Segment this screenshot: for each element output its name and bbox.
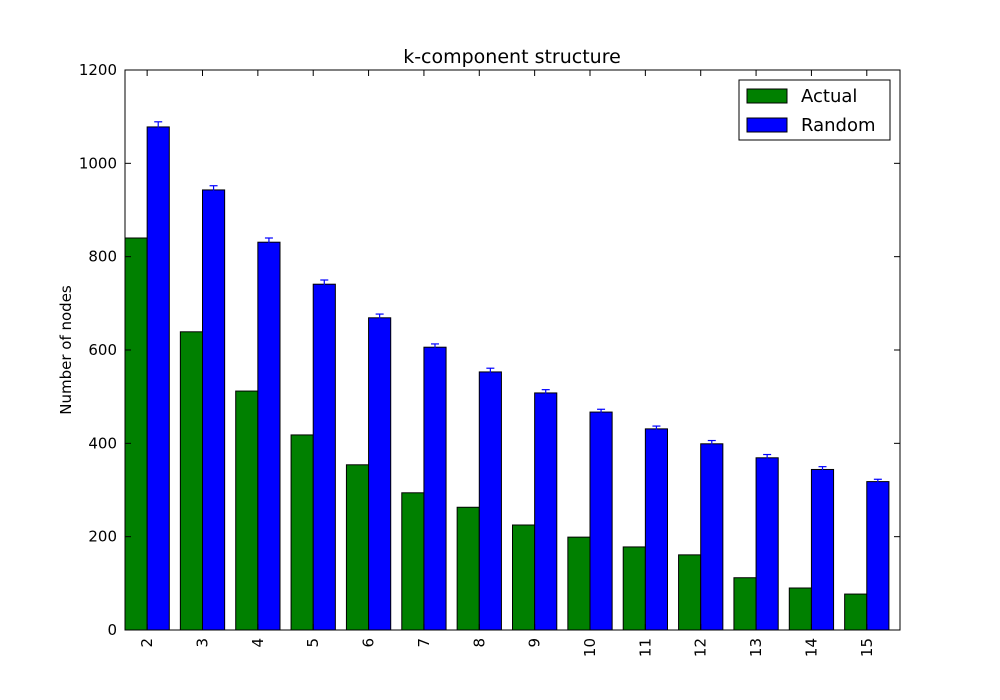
chart-title: k-component structure — [403, 46, 621, 68]
legend-swatch-random — [746, 117, 788, 133]
bar-actual-8 — [456, 506, 480, 631]
bar-actual-9 — [512, 524, 536, 631]
plot-area: 0 200 400 600 800 1000 1200 2 3 4 5 6 7 8 9 10 11 12 13 14 1… — [79, 61, 901, 657]
bar-actual-4 — [235, 390, 259, 631]
legend: Actual Random — [738, 79, 891, 141]
y-tick-label-400: 400 — [88, 434, 117, 452]
x-tick-label-9: 9 — [526, 638, 544, 648]
bar-random-11 — [644, 428, 668, 631]
bar-actual-3 — [179, 331, 204, 631]
bar-actual-2 — [124, 237, 148, 631]
x-tick-label-6: 6 — [360, 638, 378, 648]
x-tick-label-3: 3 — [194, 638, 212, 648]
x-tick-label-4: 4 — [249, 638, 267, 648]
x-tick-label-15: 15 — [858, 638, 876, 657]
bar-actual-7 — [401, 492, 425, 631]
x-tick-label-11: 11 — [636, 638, 654, 657]
bar-random-6 — [368, 317, 392, 631]
y-tick-label-0: 0 — [107, 621, 117, 639]
bar-actual-14 — [788, 587, 812, 631]
x-tick-label-12: 12 — [692, 638, 710, 657]
x-tick-label-2: 2 — [138, 638, 156, 648]
y-tick-label-1000: 1000 — [79, 154, 117, 172]
bar-actual-13 — [733, 577, 757, 631]
bar-random-9 — [534, 392, 558, 631]
bar-random-7 — [423, 346, 447, 631]
bar-actual-6 — [345, 464, 370, 631]
bar-actual-5 — [290, 434, 314, 631]
legend-swatch-actual — [746, 88, 788, 104]
bar-random-14 — [810, 468, 835, 631]
x-tick-label-10: 10 — [581, 638, 599, 657]
bar-actual-12 — [678, 554, 702, 631]
y-tick-label-800: 800 — [88, 248, 117, 266]
y-tick-label-600: 600 — [88, 341, 117, 359]
bar-random-10 — [589, 411, 613, 631]
bar-random-2 — [146, 126, 170, 631]
bar-random-5 — [312, 283, 336, 631]
bar-random-15 — [866, 481, 890, 631]
bar-actual-10 — [567, 536, 591, 631]
bar-actual-11 — [622, 546, 646, 631]
y-tick-label-200: 200 — [88, 528, 117, 546]
bar-random-4 — [257, 241, 281, 631]
x-tick-label-14: 14 — [802, 638, 820, 657]
x-tick-label-5: 5 — [304, 638, 322, 648]
x-tick-label-8: 8 — [470, 638, 488, 648]
bar-random-3 — [202, 189, 226, 631]
bar-actual-15 — [844, 593, 868, 631]
bar-random-12 — [700, 443, 724, 631]
legend-label-actual: Actual — [801, 86, 857, 107]
y-tick-label-1200: 1200 — [79, 61, 117, 79]
x-tick-label-13: 13 — [747, 638, 765, 657]
y-axis-label: Number of nodes — [57, 285, 75, 415]
x-tick-label-7: 7 — [415, 638, 433, 648]
legend-label-random: Random — [801, 115, 876, 136]
bar-random-13 — [755, 457, 779, 631]
bar-random-8 — [478, 371, 502, 631]
